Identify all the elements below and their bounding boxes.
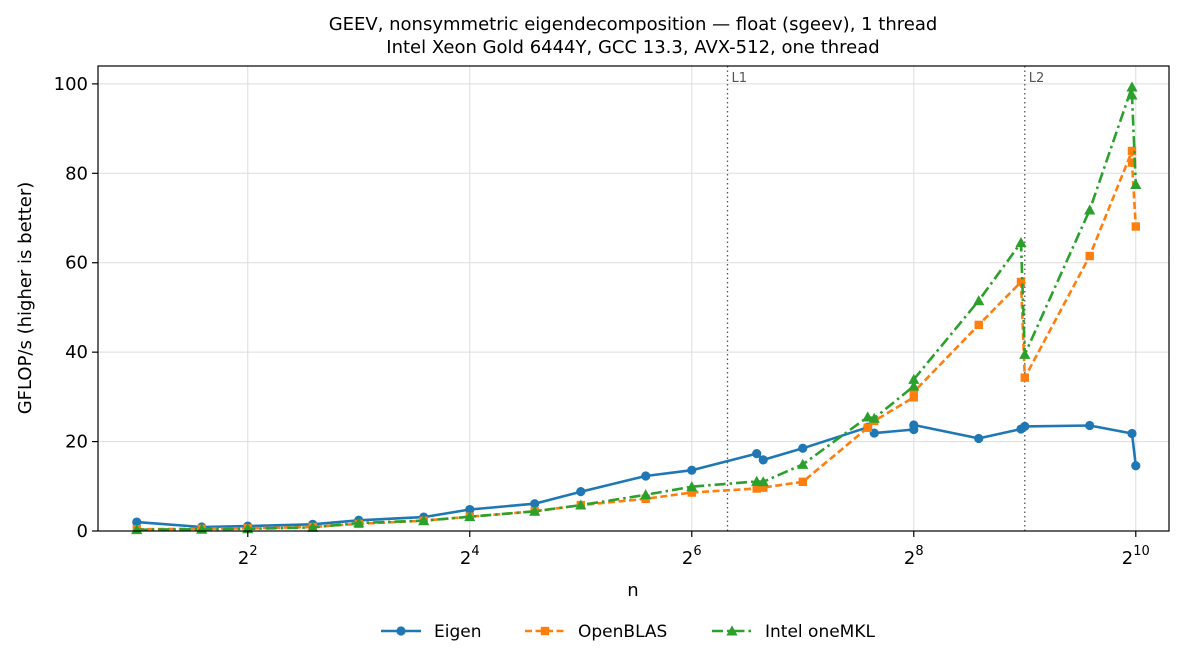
x-tick-label: 26: [682, 544, 702, 569]
data-point: [974, 433, 984, 444]
data-point: [1020, 373, 1029, 382]
chart-subtitle: Intel Xeon Gold 6444Y, GCC 13.3, AVX-512…: [386, 37, 879, 58]
data-point: [465, 504, 475, 515]
y-tick-label: 40: [65, 342, 88, 363]
y-tick-label: 20: [65, 432, 88, 453]
series-line: [136, 149, 1138, 531]
x-tick-label: 22: [238, 544, 258, 569]
y-tick-label: 100: [54, 74, 88, 95]
y-tick-label: 60: [65, 253, 88, 274]
data-point: [757, 476, 769, 487]
data-point: [575, 499, 587, 510]
data-point: [686, 481, 698, 492]
data-point: [576, 487, 586, 497]
data-point: [418, 515, 430, 526]
data-point: [798, 443, 808, 453]
data-point: [1020, 421, 1030, 431]
data-point: [640, 489, 652, 500]
chart-title: GEEV, nonsymmetric eigendecomposition — …: [329, 14, 938, 35]
y-tick-label: 0: [77, 521, 88, 542]
data-point: [908, 373, 920, 384]
data-point: [869, 428, 879, 438]
data-point: [307, 521, 319, 532]
data-point: [909, 387, 918, 397]
data-point: [353, 517, 365, 528]
data-point: [868, 412, 880, 423]
series-openblas: [132, 146, 1140, 534]
x-tick-exponent: 8: [915, 544, 923, 559]
data-point: [908, 380, 920, 391]
data-point: [1085, 420, 1095, 431]
data-point: [1131, 222, 1140, 231]
x-tick-label: 24: [460, 544, 480, 569]
legend: Eigen OpenBLAS Intel oneMKL: [381, 622, 875, 642]
data-point: [758, 455, 768, 465]
data-point: [759, 483, 768, 492]
data-point: [752, 449, 762, 459]
data-point: [687, 465, 697, 475]
data-point: [862, 411, 874, 422]
x-tick-exponent: 4: [471, 544, 479, 559]
legend-label: Eigen: [434, 622, 482, 642]
data-point: [1126, 89, 1138, 100]
legend-item: Eigen: [381, 622, 482, 642]
data-point: [909, 393, 918, 402]
data-point: [1131, 461, 1141, 471]
data-point: [726, 625, 738, 636]
data-point: [1126, 81, 1138, 92]
y-axis-label: GFLOP/s (higher is better): [15, 182, 36, 415]
data-point: [863, 423, 872, 432]
x-axis-label: n: [627, 580, 638, 601]
cache-line-label: L2: [1029, 71, 1045, 86]
data-point: [974, 320, 983, 330]
series-line: [136, 85, 1138, 531]
x-tick-label: 28: [904, 544, 924, 569]
data-point: [1016, 277, 1026, 287]
x-tick-exponent: 10: [1133, 544, 1150, 559]
x-axis: 22 24 26 28 210: [238, 531, 1150, 569]
data-point: [540, 626, 550, 636]
series-intel-onemkl: [131, 81, 1142, 535]
data-point: [1127, 158, 1137, 167]
x-tick-exponent: 6: [693, 544, 701, 559]
legend-label: OpenBLAS: [578, 622, 667, 642]
data-point: [132, 517, 142, 527]
y-tick-label: 80: [65, 163, 88, 184]
data-point: [1015, 237, 1027, 248]
data-point: [687, 488, 696, 497]
y-axis: 0 20 40 60 80 100: [54, 74, 98, 542]
data-point: [1084, 204, 1096, 215]
data-point: [1130, 178, 1142, 189]
series-layer: [131, 81, 1142, 535]
data-point: [529, 505, 541, 516]
data-point: [752, 484, 761, 493]
x-tick-exponent: 2: [249, 544, 257, 559]
plot-frame: [97, 65, 1170, 532]
data-point: [464, 511, 476, 522]
data-point: [909, 420, 919, 430]
data-point: [798, 477, 807, 487]
data-point: [1085, 251, 1094, 261]
series-line: [136, 423, 1138, 529]
data-point: [131, 524, 143, 535]
grid: [98, 66, 1169, 532]
data-point: [973, 295, 985, 306]
data-point: [530, 499, 540, 509]
data-point: [1019, 348, 1031, 359]
data-point: [1127, 428, 1137, 439]
data-point: [797, 458, 809, 469]
legend-item: OpenBLAS: [525, 622, 667, 642]
series-eigen: [132, 420, 1141, 532]
data-point: [1127, 146, 1137, 156]
cache-lines: L1 L2: [726, 66, 1045, 531]
data-point: [641, 471, 651, 481]
legend-item: Intel oneMKL: [712, 622, 875, 642]
x-tick-label: 210: [1122, 544, 1150, 569]
legend-label: Intel oneMKL: [765, 622, 875, 642]
data-point: [396, 626, 406, 636]
cache-line-label: L1: [732, 71, 748, 86]
